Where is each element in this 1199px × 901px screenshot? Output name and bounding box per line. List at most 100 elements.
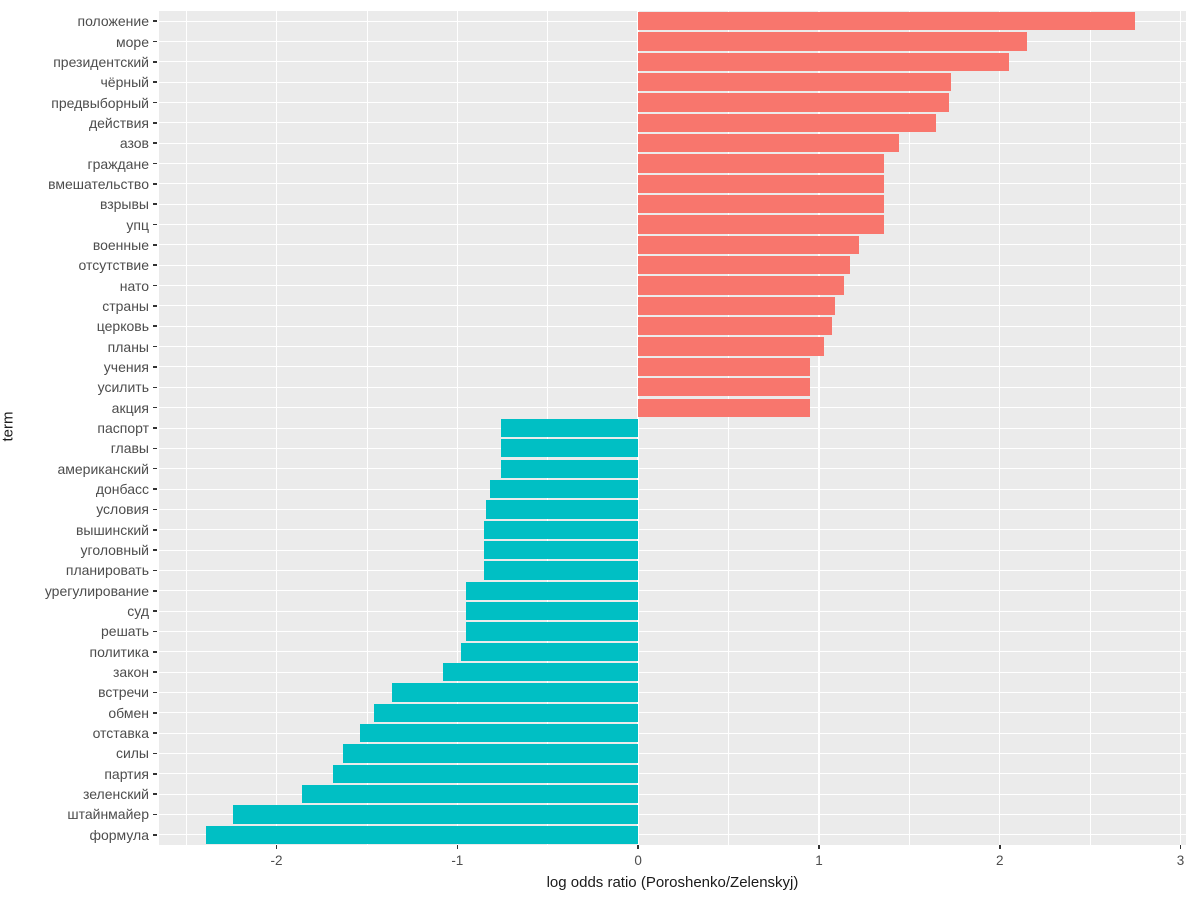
y-tick-label: отставка — [92, 725, 149, 742]
y-tick-label: акция — [111, 399, 149, 416]
bar — [233, 805, 639, 824]
bar — [301, 784, 639, 804]
x-tick-mark — [1179, 845, 1182, 849]
bar — [466, 601, 639, 621]
y-tick-label: планы — [107, 338, 149, 355]
bar — [484, 561, 639, 580]
y-tick-label: условия — [96, 501, 149, 518]
y-tick-mark — [153, 81, 157, 83]
y-tick-label: уголовный — [80, 542, 149, 559]
bar — [392, 683, 639, 702]
y-tick-mark — [153, 773, 157, 775]
y-tick-label: паспорт — [97, 420, 149, 436]
y-tick-label: азов — [119, 135, 149, 152]
bar — [332, 764, 639, 783]
y-tick-label: планировать — [65, 562, 149, 579]
bar — [638, 357, 810, 377]
y-tick-label: американский — [57, 460, 149, 477]
y-tick-mark — [153, 244, 157, 246]
bar — [638, 215, 885, 234]
gridline-horizontal — [159, 569, 1186, 571]
y-tick-label: обмен — [108, 704, 149, 721]
y-tick-mark — [153, 834, 157, 836]
y-tick-label: зеленский — [82, 786, 149, 803]
y-tick-mark — [153, 162, 157, 165]
bar — [638, 12, 1136, 31]
gridline-horizontal — [159, 691, 1186, 693]
y-tick-label: упц — [126, 216, 149, 233]
y-tick-label: нато — [119, 277, 149, 294]
bar — [638, 195, 885, 214]
bar — [638, 398, 810, 417]
y-tick-label: положение — [77, 13, 149, 30]
gridline-horizontal — [159, 834, 1186, 836]
gridline-horizontal — [159, 793, 1186, 795]
y-tick-label: чёрный — [100, 74, 149, 91]
x-tick-label: 0 — [634, 853, 642, 868]
bar — [484, 540, 639, 560]
gridline-horizontal — [159, 651, 1186, 653]
bar — [500, 418, 639, 438]
y-tick-mark — [153, 325, 157, 328]
y-tick-label: силы — [115, 745, 149, 762]
y-tick-mark — [153, 345, 157, 348]
bar — [343, 744, 639, 763]
y-tick-label: страны — [102, 297, 149, 314]
y-tick-label: море — [116, 33, 149, 50]
y-tick-mark — [153, 650, 157, 653]
x-tick-mark — [637, 845, 639, 849]
y-tick-mark — [153, 122, 157, 124]
bar — [638, 134, 899, 153]
bar — [638, 174, 885, 194]
bar — [638, 337, 825, 356]
y-tick-mark — [153, 427, 157, 429]
y-tick-mark — [153, 732, 157, 734]
gridline-horizontal — [159, 773, 1186, 775]
y-tick-mark — [153, 528, 157, 531]
y-tick-mark — [153, 752, 157, 755]
x-tick-mark — [818, 845, 820, 849]
y-tick-mark — [153, 711, 157, 714]
gridline-horizontal — [159, 752, 1186, 754]
y-tick-label: вышинский — [75, 521, 149, 538]
bar — [638, 52, 1009, 71]
bar — [206, 825, 639, 844]
y-tick-label: штайнмайер — [67, 806, 149, 823]
y-tick-mark — [153, 183, 157, 185]
gridline-horizontal — [159, 549, 1186, 551]
bar — [638, 317, 832, 336]
y-tick-mark — [153, 813, 157, 816]
y-tick-mark — [153, 101, 157, 104]
y-tick-mark — [153, 61, 157, 63]
y-tick-label: донбасс — [95, 481, 149, 498]
gridline-horizontal — [159, 508, 1186, 510]
y-tick-mark — [153, 589, 157, 592]
y-tick-mark — [153, 610, 157, 612]
y-tick-mark — [153, 366, 157, 368]
x-tick-mark — [456, 845, 459, 849]
bar — [442, 662, 639, 682]
bar — [638, 256, 850, 275]
gridline-horizontal — [159, 712, 1186, 714]
x-tick-label: -1 — [451, 853, 464, 868]
gridline-horizontal — [159, 488, 1186, 490]
gridline-horizontal — [159, 610, 1186, 612]
y-tick-mark — [153, 488, 157, 490]
bar — [484, 520, 639, 539]
bar — [638, 93, 950, 112]
gridline-horizontal — [159, 447, 1186, 449]
x-tick-mark — [998, 845, 1001, 849]
gridline-horizontal — [159, 671, 1186, 673]
y-tick-label: учения — [103, 358, 149, 375]
y-tick-mark — [153, 671, 157, 673]
y-tick-label: граждане — [87, 155, 149, 172]
y-tick-mark — [153, 264, 157, 267]
gridline-horizontal — [159, 529, 1186, 531]
y-tick-mark — [153, 630, 157, 633]
y-tick-mark — [153, 20, 157, 22]
x-tick-label: 1 — [815, 853, 823, 868]
gridline-horizontal — [159, 590, 1186, 592]
gridline-horizontal — [159, 468, 1186, 470]
y-tick-label: отсутствие — [78, 257, 149, 274]
